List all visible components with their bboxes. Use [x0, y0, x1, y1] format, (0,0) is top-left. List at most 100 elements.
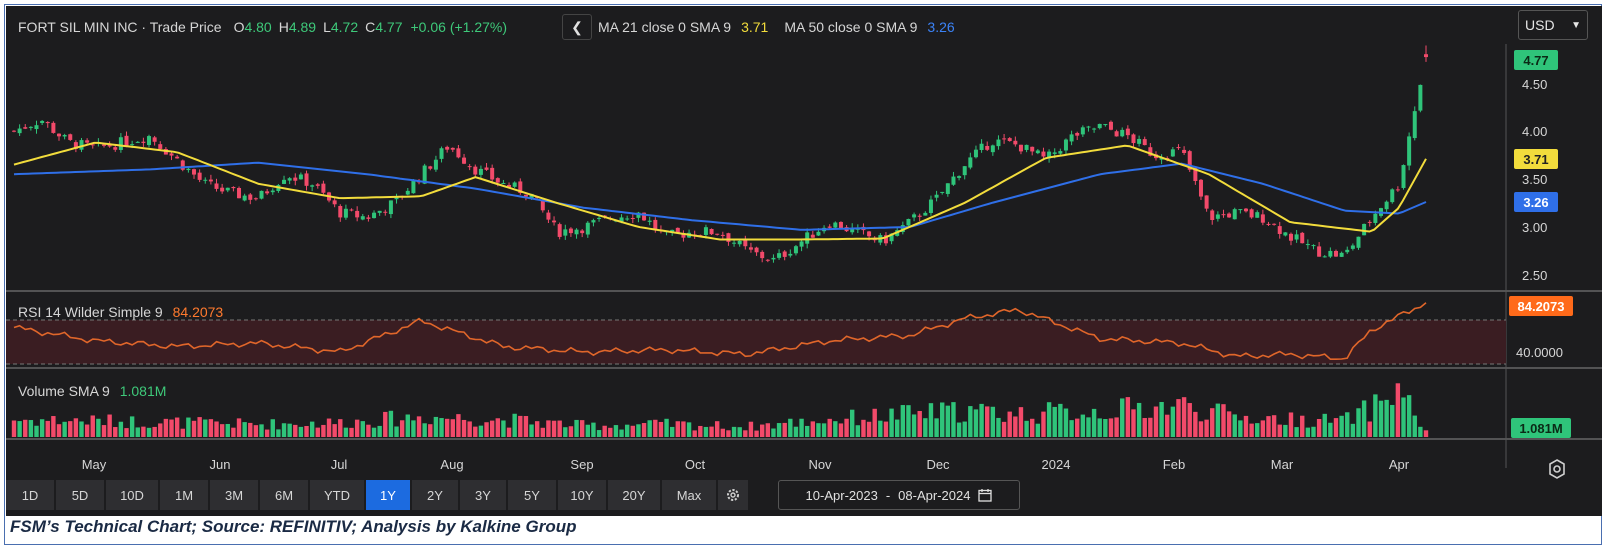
- candle-body: [996, 139, 1001, 147]
- volume-bar: [838, 423, 844, 437]
- candle-body: [1058, 151, 1063, 154]
- volume-bar: [501, 420, 506, 437]
- ma-legend: MA 21 close 0 SMA 9 3.71 MA 50 close 0 S…: [598, 17, 955, 37]
- candle-body: [1277, 226, 1282, 234]
- range-2y-button[interactable]: 2Y: [412, 480, 458, 510]
- volume-bar: [338, 419, 343, 437]
- range-10y-button[interactable]: 10Y: [558, 480, 606, 510]
- volume-bar: [1271, 415, 1277, 437]
- range-max-button[interactable]: Max: [662, 480, 716, 510]
- rsi-badge: 84.2073: [1509, 296, 1573, 316]
- volume-bar: [816, 423, 821, 437]
- candle-body: [1243, 208, 1248, 212]
- candle-body: [383, 211, 388, 213]
- range-5y-button[interactable]: 5Y: [508, 480, 556, 510]
- date-range-picker[interactable]: 10-Apr-2023 - 08-Apr-2024: [778, 480, 1020, 510]
- candle-body: [642, 212, 647, 221]
- candle-body: [366, 217, 371, 219]
- range-3m-button[interactable]: 3M: [210, 480, 258, 510]
- range-6m-button[interactable]: 6M: [260, 480, 308, 510]
- range-10d-button[interactable]: 10D: [106, 480, 158, 510]
- candle-body: [1114, 131, 1119, 137]
- range-5d-button[interactable]: 5D: [56, 480, 104, 510]
- volume-bar: [343, 427, 349, 437]
- volume-bar: [771, 428, 776, 437]
- candle-body: [1018, 144, 1023, 152]
- month-label-2024: 2024: [1041, 457, 1071, 472]
- volume-bar: [478, 425, 484, 437]
- volume-bar: [1277, 424, 1282, 437]
- volume-bar: [1378, 400, 1384, 437]
- candle-body: [1215, 214, 1220, 219]
- candle-body: [1390, 189, 1395, 203]
- volume-bar: [416, 416, 422, 437]
- volume-bar: [405, 414, 410, 437]
- calendar-icon: [978, 489, 993, 502]
- volume-bar: [1356, 408, 1361, 437]
- volume-bar: [664, 418, 669, 437]
- volume-bar: [591, 422, 596, 437]
- candle-body: [490, 167, 495, 180]
- candle-body: [484, 167, 489, 170]
- date-separator: -: [885, 487, 891, 503]
- candle-body: [518, 181, 523, 193]
- candle-body: [1311, 245, 1316, 247]
- volume-bar: [1406, 395, 1412, 437]
- volume-bar: [1401, 397, 1406, 437]
- volume-bar: [461, 419, 467, 437]
- volume-bar: [349, 427, 354, 437]
- volume-bar: [1333, 418, 1339, 437]
- candle-body: [338, 206, 343, 218]
- candle-body: [1418, 84, 1423, 111]
- candle-body: [1007, 138, 1012, 142]
- candle-body: [1227, 213, 1232, 218]
- candle-body: [810, 234, 815, 238]
- range-ytd-button[interactable]: YTD: [310, 480, 364, 510]
- volume-bar: [540, 427, 545, 437]
- volume-bar: [1091, 408, 1097, 437]
- volume-bar: [765, 423, 771, 437]
- range-20y-button[interactable]: 20Y: [608, 480, 660, 510]
- range-1d-button[interactable]: 1D: [6, 480, 54, 510]
- candle-body: [141, 141, 146, 143]
- range-settings-button[interactable]: [718, 480, 748, 510]
- candle-body: [73, 142, 78, 149]
- candle-body: [1249, 209, 1254, 218]
- candle-body: [523, 194, 528, 197]
- range-3y-button[interactable]: 3Y: [460, 480, 506, 510]
- candle-body: [445, 146, 450, 150]
- volume-bar: [956, 422, 962, 437]
- range-1y-button[interactable]: 1Y: [366, 480, 410, 510]
- candle-body: [1300, 232, 1305, 244]
- volume-bar: [1232, 414, 1237, 437]
- high-label: H: [278, 19, 289, 35]
- month-label-mar: Mar: [1270, 457, 1294, 472]
- volume-bar: [1097, 418, 1102, 437]
- volume-bar: [203, 419, 208, 437]
- volume-bar: [186, 417, 191, 437]
- candle-body: [113, 147, 118, 150]
- ma50-label: MA 50 close 0 SMA 9: [784, 19, 918, 35]
- volume-bar: [1215, 403, 1221, 437]
- candle-body: [1092, 128, 1097, 130]
- candle-body: [433, 159, 438, 170]
- volume-bar: [585, 424, 591, 437]
- volume-bar: [23, 419, 28, 437]
- candle-body: [1367, 221, 1372, 223]
- month-label-oct: Oct: [684, 457, 706, 472]
- candle-body: [203, 179, 208, 181]
- candle-body: [124, 135, 129, 146]
- month-label-jun: Jun: [209, 457, 231, 472]
- candle-body: [28, 126, 33, 128]
- currency-select[interactable]: USD ▼: [1518, 10, 1588, 40]
- settings-icon[interactable]: [1546, 458, 1568, 480]
- rsi-line: [13, 302, 1427, 360]
- volume-bar: [298, 426, 304, 437]
- volume-bar: [1283, 424, 1288, 437]
- candle-body: [1272, 223, 1277, 225]
- collapse-legend-button[interactable]: ❮: [562, 14, 592, 40]
- volume-bar: [11, 420, 17, 437]
- range-1m-button[interactable]: 1M: [160, 480, 208, 510]
- rsi-tick-40: 40.0000: [1516, 345, 1563, 360]
- candle-body: [23, 127, 28, 129]
